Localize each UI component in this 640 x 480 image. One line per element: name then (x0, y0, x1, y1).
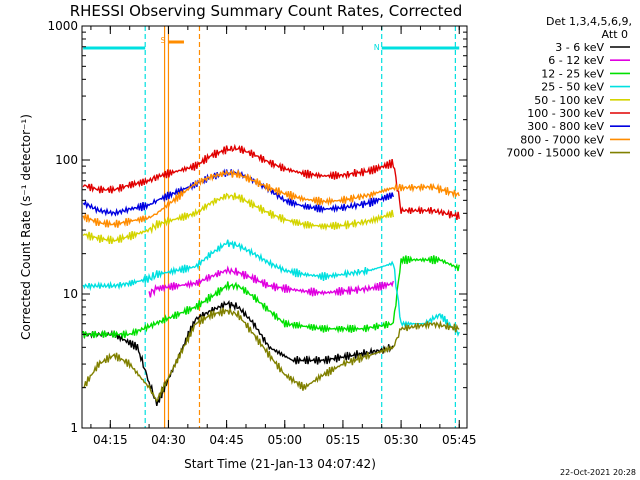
plot-frame (81, 25, 468, 429)
legend-entry-3: 12 - 25 keV (541, 67, 604, 80)
x-tick-label: 04:30 (151, 433, 186, 447)
x-tick-label: 05:00 (267, 433, 302, 447)
series-line-3 (82, 255, 460, 340)
x-tick-label: 04:45 (209, 433, 244, 447)
footer-date: 22-Oct-2021 20:28 (560, 468, 636, 477)
legend-entry-9: 7000 - 15000 keV (506, 147, 604, 160)
series-line-1 (82, 299, 394, 407)
axis-layer: 1 10 100 1000 04:15 04:30 04:45 05:00 05:15 05:30… (47, 19, 476, 447)
marker-label-n: N (374, 43, 380, 52)
legend-entry-1: 3 - 6 keV (555, 41, 604, 54)
marker-label-s: S (160, 36, 165, 45)
y-tick-label: 100 (55, 153, 78, 167)
y-tick-label: 1 (70, 421, 78, 435)
series-line-5 (82, 192, 394, 245)
legend-entry-8: 800 - 7000 keV (520, 133, 604, 146)
series-line-9 (82, 307, 460, 403)
y-tick-label: 10 (63, 287, 78, 301)
legend-entry-7: 300 - 800 keV (527, 120, 604, 133)
legend-entry-2: 6 - 12 keV (548, 54, 604, 67)
legend-entry-5: 50 - 100 keV (534, 94, 604, 107)
x-tick-label: 05:30 (384, 433, 419, 447)
chart-title: RHESSI Observing Summary Count Rates, Co… (70, 2, 463, 20)
x-tick-label: 04:15 (93, 433, 128, 447)
x-tick-label: 05:15 (326, 433, 361, 447)
y-tick-label: 1000 (47, 19, 78, 33)
x-tick-label: 05:45 (442, 433, 477, 447)
legend-entry-6: 100 - 300 keV (527, 107, 604, 120)
x-axis-label: Start Time (21-Jan-13 04:07:42) (184, 457, 376, 471)
legend-header-line-1: Det 1,3,4,5,6,9, (546, 15, 632, 28)
y-axis-label: Corrected Count Rate (s⁻¹ detector⁻¹) (19, 114, 33, 340)
series-line-4 (82, 239, 460, 338)
legend-entry-4: 25 - 50 keV (541, 81, 604, 94)
series-line-8 (82, 169, 460, 228)
background-markers-layer (83, 26, 460, 428)
series-line-2 (148, 265, 394, 298)
series-layer (82, 143, 460, 407)
legend-header-line-2: Att 0 (602, 28, 628, 41)
